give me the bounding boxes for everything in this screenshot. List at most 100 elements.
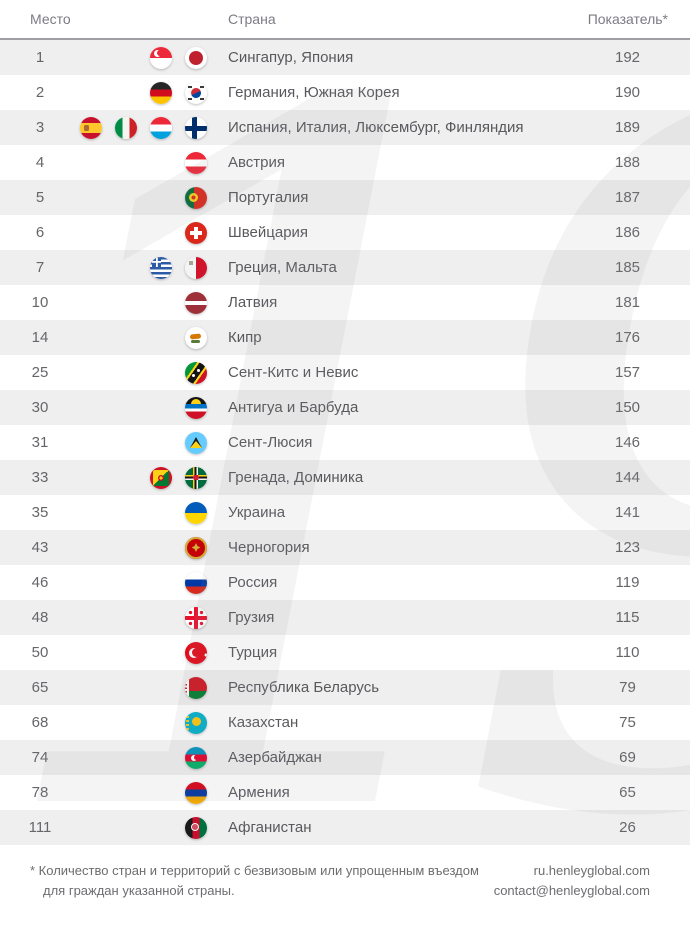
table-row: 7 Греция, Мальта 185 — [0, 250, 690, 285]
rank-value: 30 — [31, 399, 49, 416]
table-row: 35 Украина 141 — [0, 495, 690, 530]
table-row: 1 Сингапур, Япония 192 — [0, 40, 690, 75]
table-row: 111 Афганистан 26 — [0, 810, 690, 845]
table-row: 50 Турция 110 — [0, 635, 690, 670]
score-value: 187 — [614, 189, 641, 206]
table-header: Место Страна Показатель* — [0, 0, 690, 40]
rank-value: 2 — [35, 84, 45, 101]
table-body: 1 Сингапур, Япония 192 2 Германия, Южная Кор… — [0, 40, 690, 845]
table-row: 33 Гренада, Доминика 144 — [0, 460, 690, 495]
rank-value: 14 — [31, 329, 49, 346]
finland-flag-icon — [185, 116, 207, 139]
flags-cell — [80, 186, 210, 209]
country-name: Казахстан — [228, 714, 299, 731]
country-name: Сингапур, Япония — [228, 49, 354, 66]
contact-links: ru.henleyglobal.com contact@henleyglobal… — [494, 861, 650, 925]
score-value: 26 — [619, 819, 636, 836]
afghanistan-flag-icon — [185, 816, 207, 839]
email-text: contact@henleyglobal.com — [493, 883, 650, 898]
score-value: 190 — [614, 84, 641, 101]
rank-value: 43 — [31, 539, 49, 556]
table-row: 48 Грузия 115 — [0, 600, 690, 635]
score-value: 146 — [614, 434, 641, 451]
country-name: Швейцария — [228, 224, 309, 241]
footnote-line1: * Количество стран и территорий с безвиз… — [30, 863, 479, 878]
score-value: 189 — [614, 119, 641, 136]
score-value: 75 — [619, 714, 636, 731]
table-row: 31 Сент-Люсия 146 — [0, 425, 690, 460]
country-name: Сент-Китс и Невис — [228, 364, 359, 381]
kazakhstan-flag-icon — [185, 711, 207, 734]
score-value: 110 — [615, 644, 640, 661]
flags-cell — [80, 536, 210, 559]
score-value: 188 — [614, 154, 641, 171]
country-name: Армения — [228, 784, 290, 801]
rank-value: 68 — [31, 714, 49, 731]
country-name: Грузия — [228, 609, 275, 626]
table-row: 25 Сент-Китс и Невис 157 — [0, 355, 690, 390]
luxembourg-flag-icon — [150, 116, 172, 139]
austria-flag-icon — [185, 151, 207, 174]
score-value: 115 — [615, 609, 640, 626]
score-value: 157 — [614, 364, 641, 381]
country-name: Германия, Южная Корея — [228, 84, 400, 101]
country-name: Латвия — [228, 294, 278, 311]
malta-flag-icon — [185, 256, 207, 279]
country-name: Португалия — [228, 189, 309, 206]
azerbaijan-flag-icon — [185, 746, 207, 769]
flags-cell — [80, 571, 210, 594]
rank-value: 78 — [31, 784, 49, 801]
ukraine-flag-icon — [185, 501, 207, 524]
flags-cell — [80, 221, 210, 244]
country-name: Афганистан — [228, 819, 312, 836]
flags-cell — [80, 291, 210, 314]
score-value: 79 — [619, 679, 636, 696]
dominica-flag-icon — [185, 466, 207, 489]
rank-value: 10 — [31, 294, 49, 311]
rank-value: 65 — [31, 679, 49, 696]
south-korea-flag-icon — [185, 81, 207, 104]
flags-cell — [80, 466, 210, 489]
country-name: Антигуа и Барбуда — [228, 399, 359, 416]
flags-cell — [80, 816, 210, 839]
score-value: 176 — [614, 329, 641, 346]
rank-value: 111 — [28, 819, 52, 836]
antigua-barbuda-flag-icon — [185, 396, 207, 419]
flags-cell — [80, 641, 210, 664]
column-header-score: Показатель* — [587, 11, 668, 27]
flags-cell — [80, 606, 210, 629]
footer: * Количество стран и территорий с безвиз… — [0, 845, 690, 925]
rank-value: 1 — [35, 49, 45, 66]
flags-cell — [80, 116, 210, 139]
japan-flag-icon — [185, 46, 207, 69]
flags-cell — [80, 781, 210, 804]
footnote: * Количество стран и территорий с безвиз… — [30, 861, 479, 925]
column-header-rank: Место — [30, 11, 71, 27]
rank-value: 4 — [35, 154, 45, 171]
rank-value: 6 — [35, 224, 45, 241]
table-row: 74 Азербайджан 69 — [0, 740, 690, 775]
spain-flag-icon — [80, 116, 102, 139]
cyprus-flag-icon — [185, 326, 207, 349]
table-row: 10 Латвия 181 — [0, 285, 690, 320]
rank-value: 25 — [31, 364, 49, 381]
country-name: Испания, Италия, Люксембург, Финляндия — [228, 119, 524, 136]
rank-value: 3 — [35, 119, 45, 136]
rank-value: 5 — [35, 189, 45, 206]
table-row: 14 Кипр 176 — [0, 320, 690, 355]
table-row: 30 Антигуа и Барбуда 150 — [0, 390, 690, 425]
st-lucia-flag-icon — [185, 431, 207, 454]
country-name: Россия — [228, 574, 278, 591]
montenegro-flag-icon — [185, 536, 207, 559]
portugal-flag-icon — [185, 186, 207, 209]
rank-value: 74 — [31, 749, 49, 766]
score-value: 123 — [614, 539, 641, 556]
country-name: Азербайджан — [228, 749, 322, 766]
country-name: Гренада, Доминика — [228, 469, 364, 486]
rank-value: 46 — [31, 574, 49, 591]
russia-flag-icon — [185, 571, 207, 594]
latvia-flag-icon — [185, 291, 207, 314]
rank-value: 33 — [31, 469, 49, 486]
score-value: 181 — [614, 294, 641, 311]
